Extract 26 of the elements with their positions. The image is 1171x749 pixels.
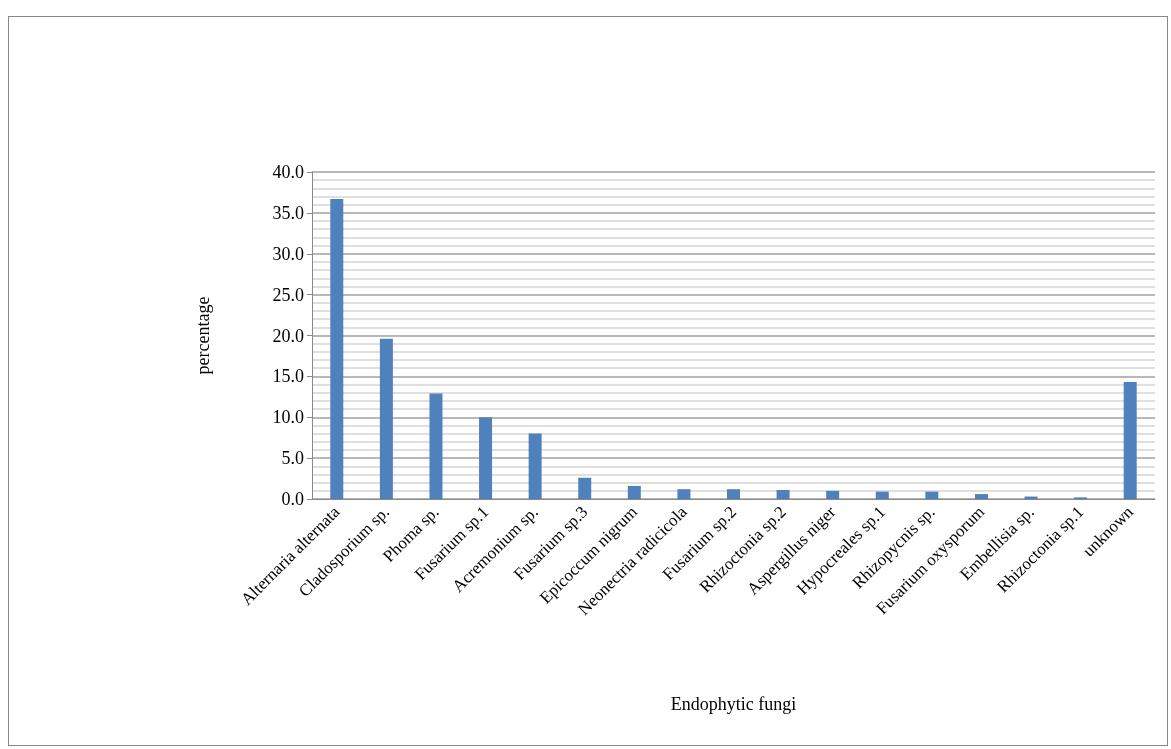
- bar: [974, 494, 988, 499]
- bar: [528, 433, 542, 499]
- y-tick-label: 40.0: [272, 162, 304, 182]
- y-tick-label: 15.0: [272, 366, 304, 387]
- y-tick-label: 35.0: [272, 202, 304, 223]
- y-tick-label: 10.0: [272, 407, 304, 428]
- y-tick-label: 25.0: [272, 284, 304, 305]
- y-axis-title: percentage: [193, 296, 213, 375]
- bar: [677, 489, 691, 499]
- bar: [727, 489, 740, 499]
- bar: [826, 490, 840, 499]
- bar: [925, 491, 939, 499]
- bar: [429, 393, 443, 499]
- bar: [776, 490, 790, 499]
- bar: [479, 417, 493, 499]
- bar: [627, 485, 641, 499]
- bar: [1123, 382, 1137, 499]
- y-tick-label: 30.0: [272, 243, 304, 264]
- y-tick-label: 5.0: [281, 448, 304, 469]
- y-tick-label: 0.0: [281, 489, 304, 509]
- bar: [578, 477, 592, 499]
- x-axis-title: Endophytic fungi: [670, 694, 797, 714]
- bar: [875, 491, 889, 499]
- bar: [330, 198, 344, 499]
- y-tick-label: 20.0: [272, 325, 304, 346]
- bar: [379, 338, 393, 499]
